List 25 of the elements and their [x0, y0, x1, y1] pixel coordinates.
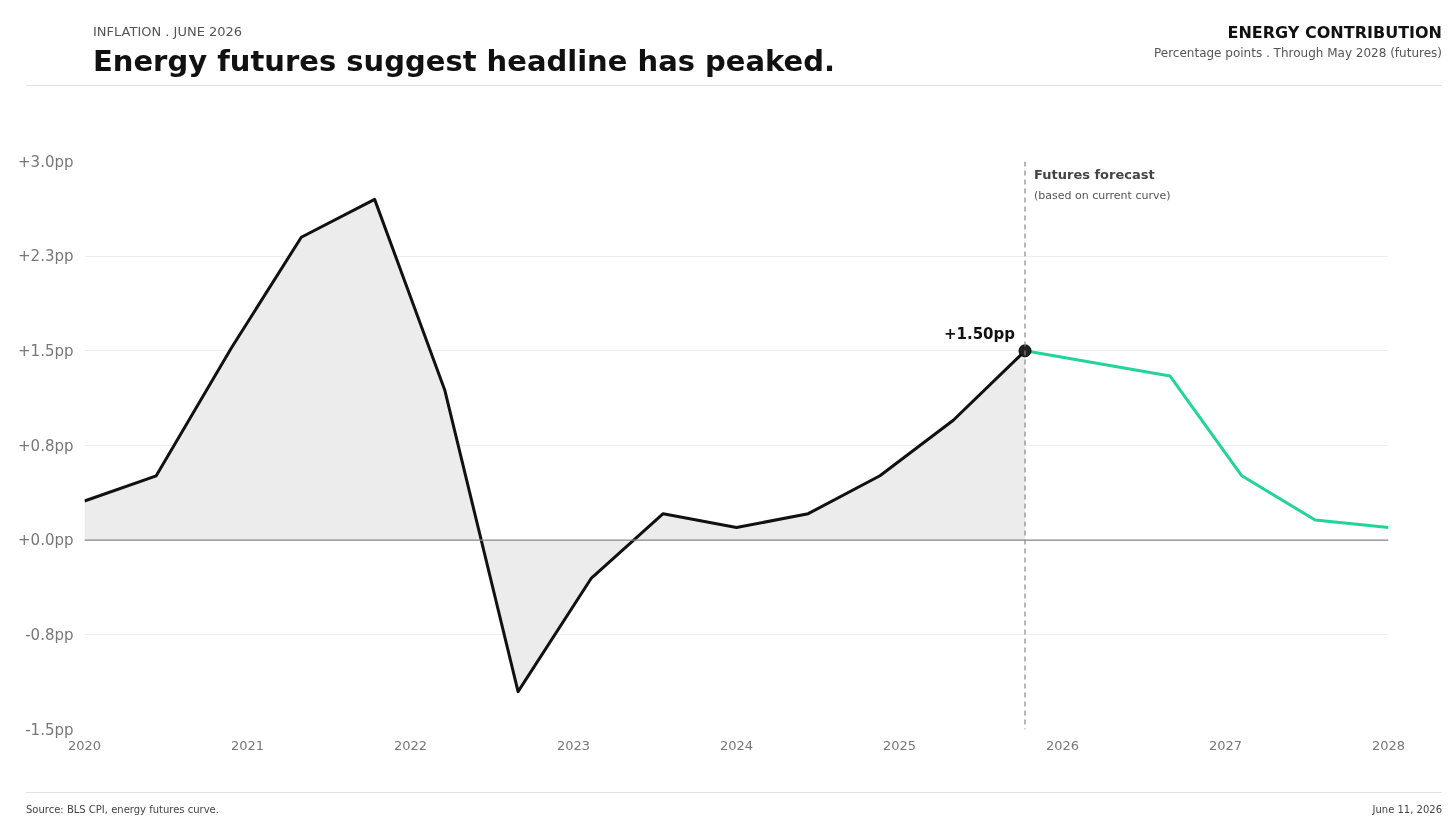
y-tick-label: +1.5pp	[18, 341, 74, 360]
text: Percentage points . Through May 2028 (futures)	[1154, 45, 1442, 62]
text: June 11, 2026	[1372, 803, 1442, 817]
x-tick-label: 2024	[719, 737, 754, 753]
x-tick-label: 2020	[67, 737, 102, 753]
x-tick-label: 2027	[1208, 737, 1243, 753]
x-tick-label: 2021	[230, 737, 265, 753]
y-tick-label: +0.0pp	[18, 531, 74, 550]
y-tick-label: +3.0pp	[18, 152, 74, 171]
y-tick-label: +0.8pp	[18, 436, 74, 455]
text: INFLATION . JUNE 2026	[93, 23, 243, 41]
x-tick-label: 2023	[556, 737, 591, 753]
x-tick-label: 2025	[882, 737, 917, 753]
y-tick-label: -0.8pp	[25, 625, 74, 644]
chart-title: Energy futures suggest headline has peaked.	[93, 43, 836, 80]
y-tick-label: -1.5pp	[25, 720, 74, 739]
x-tick-label: 2026	[1045, 737, 1080, 753]
ref-line-label: Futures forecast	[1034, 166, 1155, 182]
x-tick-label: 2028	[1371, 737, 1406, 753]
text: ENERGY CONTRIBUTION	[1227, 22, 1442, 44]
x-tick-label: 2022	[393, 737, 428, 753]
source-note: Source: BLS CPI, energy futures curve.	[26, 803, 219, 817]
annotation: +1.50pp	[943, 324, 1016, 343]
y-tick-label: +2.3pp	[18, 247, 74, 266]
annotation: (based on current curve)	[1034, 188, 1171, 202]
